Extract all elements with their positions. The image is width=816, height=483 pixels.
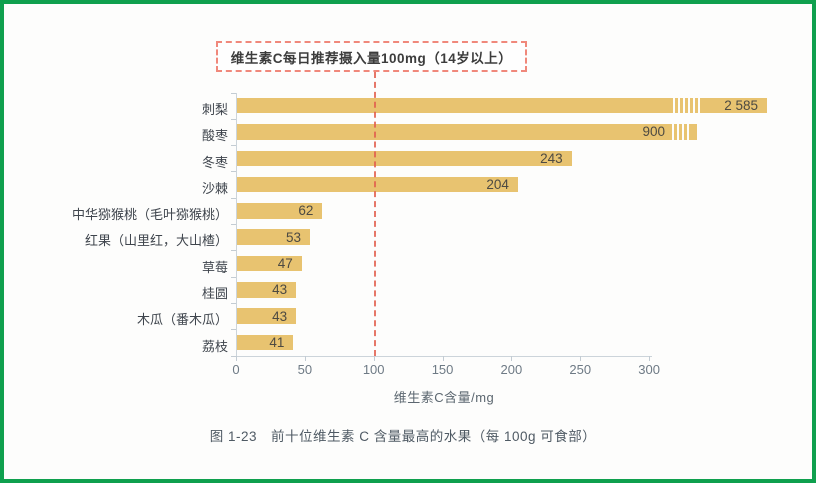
- x-tick-label: 200: [500, 362, 523, 377]
- bar: 2 585: [237, 97, 767, 114]
- x-axis-label: 维生素C含量/mg: [393, 390, 495, 405]
- annotation-text: 维生素C每日推荐摄入量100mg（14岁以上）: [230, 50, 513, 66]
- x-tick-label: 150: [431, 362, 454, 377]
- bar-value-label: 43: [272, 282, 288, 298]
- bar: 43: [237, 308, 297, 324]
- x-tick: [236, 356, 237, 361]
- y-tick: [231, 329, 236, 331]
- bar-value-label: 243: [540, 150, 563, 166]
- y-tick: [231, 355, 236, 357]
- category-label: 酸枣: [201, 128, 228, 144]
- bar: 204: [237, 176, 518, 193]
- recommended-intake-line: [373, 72, 376, 356]
- bar: 53: [237, 229, 310, 245]
- category-label: 木瓜（番木瓜）: [136, 312, 228, 328]
- category-label: 中华猕猴桃（毛叶猕猴桃）: [71, 207, 228, 223]
- bar: 41: [237, 334, 294, 351]
- bar: 47: [237, 255, 302, 272]
- bar-value-label: 900: [642, 124, 665, 140]
- category-label: 草莓: [201, 259, 228, 275]
- bar: 900: [237, 124, 697, 140]
- category-label: 刺梨: [201, 101, 228, 117]
- x-tick-label: 250: [569, 362, 592, 377]
- x-tick-label: 300: [638, 362, 660, 377]
- bar: 62: [237, 203, 323, 219]
- y-tick: [231, 197, 236, 199]
- bar: 43: [237, 282, 297, 298]
- y-tick: [231, 276, 236, 278]
- bar: 243: [237, 150, 572, 166]
- x-tick: [511, 356, 513, 361]
- x-tick-label: 0: [232, 362, 240, 377]
- axis-break-marks: [670, 97, 703, 114]
- x-tick: [442, 356, 444, 361]
- bar-value-label: 47: [277, 255, 293, 271]
- category-label: 沙棘: [201, 180, 228, 196]
- y-tick: [231, 145, 236, 147]
- y-tick: [231, 171, 236, 173]
- y-tick: [231, 302, 236, 304]
- x-tick-label: 100: [362, 362, 385, 377]
- axis-break-marks: [669, 124, 691, 140]
- y-axis-line: [236, 92, 237, 356]
- x-tick-label: 50: [297, 362, 313, 377]
- bar-value-label: 53: [285, 229, 301, 245]
- category-label: 冬枣: [201, 154, 228, 170]
- y-tick: [231, 224, 236, 225]
- y-tick: [231, 250, 236, 252]
- x-tick: [580, 356, 582, 361]
- y-tick: [231, 92, 236, 94]
- bar-value-label: 62: [298, 203, 314, 219]
- y-tick: [231, 118, 236, 120]
- category-label: 荔枝: [201, 338, 228, 354]
- x-tick: [649, 356, 651, 361]
- x-tick: [304, 356, 306, 361]
- category-label: 桂圆: [201, 286, 228, 301]
- x-tick: [373, 356, 375, 361]
- bar-value-label: 2 585: [724, 98, 758, 114]
- x-axis-line: [236, 356, 652, 357]
- figure-caption: 图 1-23 前十位维生素 C 含量最高的水果（每 100g 可食部）: [209, 429, 597, 444]
- bar-value-label: 43: [272, 308, 288, 324]
- bar-value-label: 204: [486, 177, 509, 193]
- category-label: 红果（山里红，大山楂）: [84, 233, 228, 249]
- bar-value-label: 41: [269, 334, 285, 350]
- recommended-intake-annotation: 维生素C每日推荐摄入量100mg（14岁以上）: [216, 41, 527, 72]
